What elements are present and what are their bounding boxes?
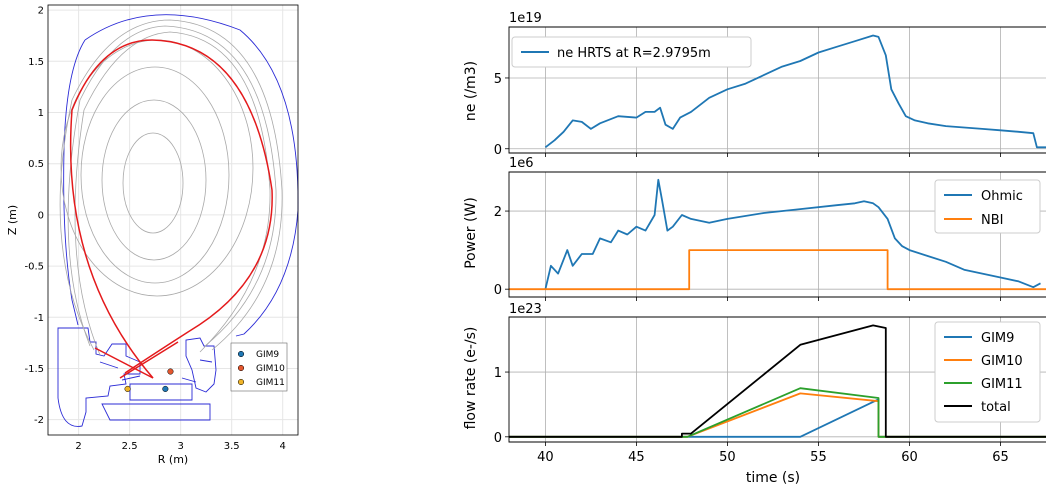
density-ytick-label: 0: [494, 143, 502, 158]
flux-surfaces: [59, 19, 283, 356]
eq-content: [57, 14, 299, 427]
power-ytick-label: 0: [494, 283, 502, 298]
power-legend-label-nbi: NBI: [981, 213, 1003, 228]
flow-xlabel: time (s): [746, 470, 800, 486]
eq-legend-label-gim10: GIM10: [256, 364, 285, 374]
flow-ytick-label: 0: [494, 431, 502, 446]
power-panel: 1e6 0 2 Power (W) Ohmic NBI: [463, 156, 1046, 301]
power-legend: Ohmic NBI: [934, 179, 1041, 234]
density-legend: ne HRTS at R=2.9795m: [511, 36, 752, 68]
density-legend-box: [511, 36, 752, 68]
density-legend-label: ne HRTS at R=2.9795m: [557, 46, 711, 61]
eq-legend-label-gim9: GIM9: [256, 350, 279, 360]
flow-multiplier: 1e23: [509, 302, 542, 317]
flow-frame: [508, 316, 1046, 443]
density-panel: 1e19 05 ne (/m3) ne HRTS at R=2.9795m: [463, 11, 1046, 158]
flux-open-line: [74, 31, 271, 356]
eq-ytick-label: -1.5: [24, 364, 44, 375]
eq-points: [124, 368, 174, 392]
flux-contour: [101, 99, 207, 261]
eq-ticks: 2 2.5 3 3.5 4 2 1.5 1 0.5 0 -0.5 -1 -1.5 -2: [24, 6, 285, 452]
separatrix-leg-left: [94, 347, 154, 379]
power-ylabel: Power (W): [463, 197, 479, 269]
eq-legend: GIM9 GIM10 GIM11: [230, 342, 288, 392]
eq-ytick-label: -1: [34, 313, 44, 324]
flux-open-line: [59, 19, 283, 351]
density-multiplier: 1e19: [509, 11, 542, 26]
vessel-wall-inner: [63, 39, 86, 326]
eq-ytick-label: 2: [38, 6, 44, 17]
flux-contour: [122, 132, 184, 234]
vessel-wall-outer: [84, 14, 299, 337]
power-series-ohmic: [544, 178, 1041, 290]
density-ytick-label: 5: [494, 72, 502, 87]
density-plot: 05: [494, 26, 1046, 158]
flow-plot: 0 1 40 45 50 55 60 65: [494, 316, 1046, 465]
flow-ytick-label: 1: [494, 366, 502, 381]
density-ylabel: ne (/m3): [463, 61, 479, 121]
eq-xtick-label: 2.5: [122, 441, 138, 452]
power-legend-label-ohmic: Ohmic: [981, 189, 1023, 204]
eq-point-gim9: [162, 385, 169, 392]
flow-xtick-label: 45: [628, 450, 645, 465]
eq-ytick-label: -0.5: [24, 262, 44, 273]
eq-point-gim11: [124, 385, 131, 392]
eq-legend-label-gim11: GIM11: [256, 378, 285, 388]
separatrix: [69, 39, 273, 379]
flow-panel: 1e23 0 1 40 45 50 55 60 65 flow rate (e-/s) tim…: [463, 302, 1046, 486]
density-frame: [508, 26, 1046, 154]
flow-legend-label-gim9: GIM9: [981, 331, 1014, 346]
flow-ylabel: flow rate (e-/s): [463, 327, 479, 430]
flow-xtick-label: 50: [719, 450, 736, 465]
flux-open-line: [67, 25, 277, 347]
flow-xtick-label: 60: [901, 450, 918, 465]
flow-xtick-label: 40: [537, 450, 554, 465]
flow-legend-box: [934, 321, 1041, 423]
divertor-structure: [57, 327, 141, 427]
density-series-ne: [544, 34, 1046, 149]
flow-series-total: [509, 324, 1046, 438]
eq-xtick-label: 3: [177, 441, 183, 452]
eq-legend-marker-gim10: [237, 364, 245, 372]
eq-frame: [47, 4, 299, 436]
eq-ylabel: Z (m): [6, 205, 19, 235]
eq-point-gim10: [167, 368, 174, 375]
divertor-base: [99, 361, 211, 421]
power-frame: [508, 171, 1046, 298]
eq-ytick-label: 1: [38, 108, 44, 119]
equilibrium-panel: 2 2.5 3 3.5 4 2 1.5 1 0.5 0 -0.5 -1 -1.5 -2 R (m) Z (…: [6, 4, 299, 466]
separatrix-leg-right: [119, 341, 179, 379]
eq-legend-marker-gim9: [237, 350, 245, 358]
divertor-right: [185, 337, 217, 393]
flow-legend-label-gim11: GIM11: [981, 377, 1023, 392]
flow-legend-label-gim10: GIM10: [981, 354, 1023, 369]
power-series-nbi: [509, 249, 1046, 291]
power-multiplier: 1e6: [509, 156, 534, 171]
flow-xtick-label: 55: [810, 450, 827, 465]
eq-ytick-label: 0.5: [28, 159, 44, 170]
flow-legend: GIM9 GIM10 GIM11 total: [934, 321, 1041, 423]
eq-ytick-label: 1.5: [28, 57, 44, 68]
flux-contour: [80, 66, 230, 284]
flow-legend-label-total: total: [981, 400, 1011, 415]
power-ytick-label: 2: [494, 205, 502, 220]
eq-xtick-label: 4: [280, 441, 286, 452]
eq-xtick-label: 2: [75, 441, 81, 452]
flow-xtick-label: 65: [992, 450, 1009, 465]
eq-legend-marker-gim11: [237, 378, 245, 386]
eq-xlabel: R (m): [158, 453, 188, 466]
eq-xtick-label: 3.5: [224, 441, 240, 452]
eq-ytick-label: -2: [34, 415, 44, 426]
eq-ytick-label: 0: [38, 210, 44, 221]
